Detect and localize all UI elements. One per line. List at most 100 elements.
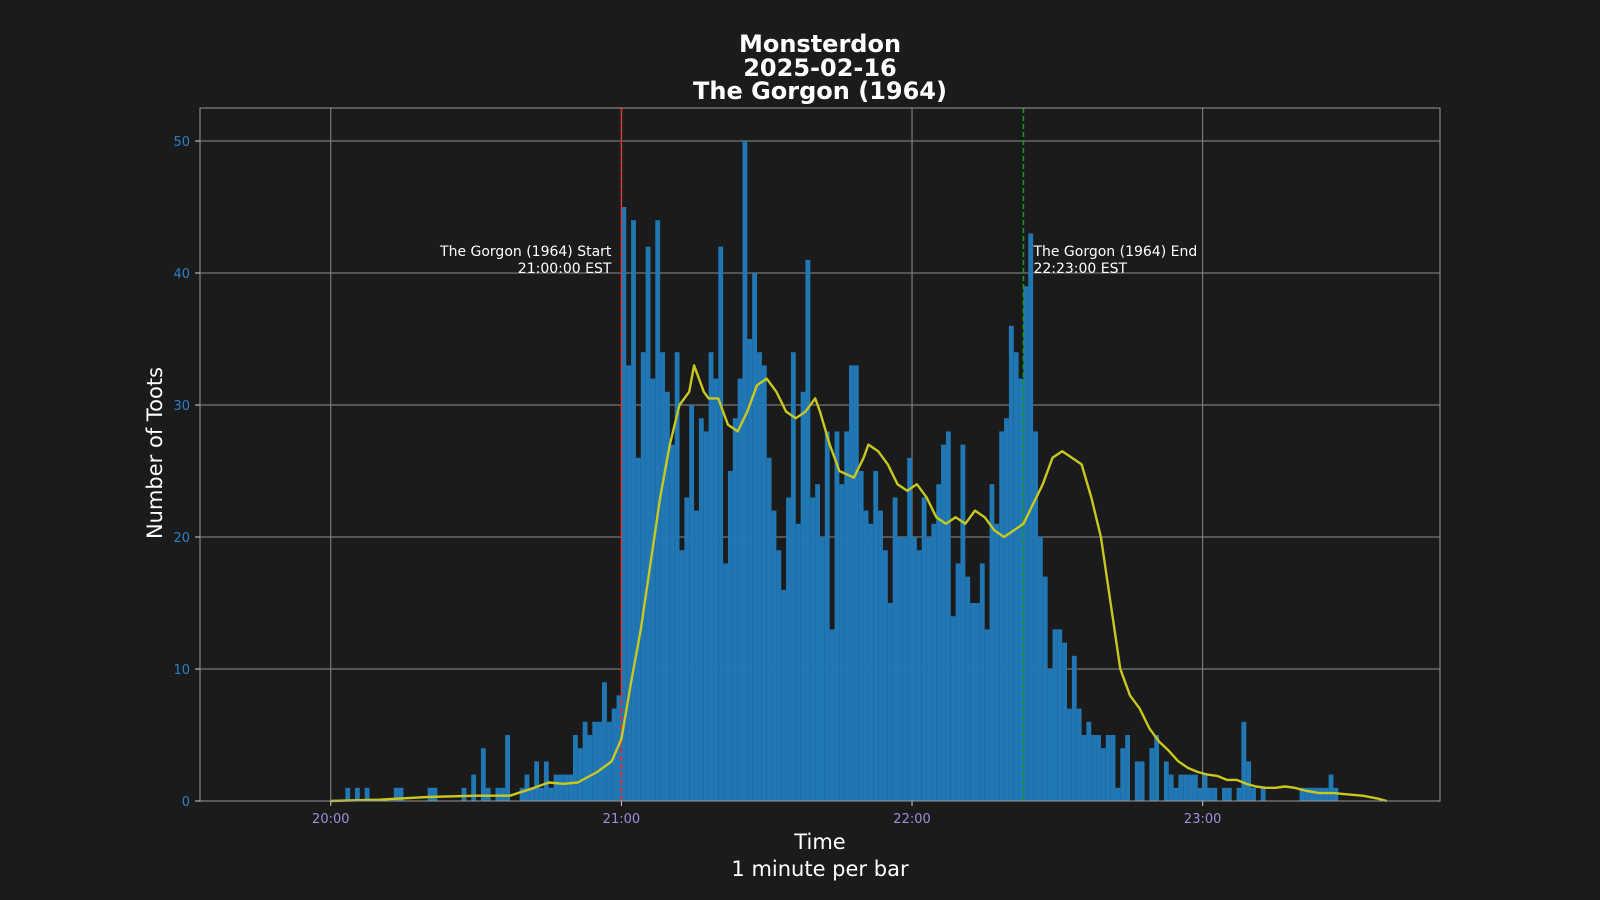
bar [698, 418, 704, 801]
bar [1212, 787, 1218, 801]
bar [1173, 787, 1179, 801]
bar [747, 339, 753, 801]
event-lines [620, 108, 1025, 801]
bar [345, 787, 351, 801]
bar [941, 444, 946, 801]
bar [965, 576, 971, 801]
x-axis-label-line-2: 1 minute per bar [731, 857, 909, 881]
bar [1081, 735, 1087, 801]
bar [1222, 787, 1227, 801]
bar [1328, 774, 1334, 801]
bar [824, 431, 830, 801]
bar [737, 378, 743, 801]
bar [984, 629, 990, 801]
bar [645, 246, 651, 802]
bar [650, 378, 656, 801]
bar [892, 497, 898, 801]
smoothed-line [330, 364, 1388, 803]
bar [587, 735, 593, 801]
bar [1241, 721, 1247, 801]
bar [752, 273, 758, 801]
bar [427, 787, 433, 801]
bar [592, 721, 598, 801]
bar [543, 761, 549, 801]
bar [1192, 774, 1198, 801]
bar [1100, 748, 1106, 801]
bar [669, 444, 675, 801]
bar [800, 391, 806, 801]
bar [805, 259, 811, 801]
bar [926, 537, 932, 801]
smoothed-series [330, 364, 1388, 803]
annotation-label: The Gorgon (1964) End [1032, 244, 1197, 260]
bar [1299, 787, 1305, 801]
bar [732, 418, 738, 801]
bar [1163, 761, 1169, 801]
bar [461, 787, 467, 801]
bar [1202, 774, 1208, 801]
bar [912, 537, 917, 801]
bar [950, 616, 956, 801]
y-tick-label: 30 [173, 399, 190, 414]
bar [897, 537, 903, 801]
bar [1028, 233, 1034, 801]
bar [1115, 787, 1121, 801]
y-tick-label: 50 [173, 135, 190, 150]
y-tick-label: 10 [173, 663, 190, 678]
bar [829, 629, 835, 801]
bar [979, 563, 985, 801]
bar [771, 510, 777, 801]
bar [1091, 735, 1097, 801]
bar [1042, 576, 1048, 801]
bar [989, 484, 995, 801]
annotation-label: 21:00:00 EST [518, 261, 612, 277]
bar [1018, 378, 1024, 801]
bar [548, 787, 554, 801]
bar [577, 748, 583, 801]
bar [568, 774, 573, 801]
bar [1251, 787, 1256, 801]
bar [1120, 748, 1126, 801]
bar [742, 141, 748, 801]
bar [1033, 431, 1038, 801]
bar [495, 787, 501, 801]
bar [1037, 537, 1043, 801]
x-tick-label: 22:00 [893, 812, 930, 827]
bar [1188, 774, 1193, 801]
bar [674, 352, 680, 801]
bar [1086, 721, 1092, 801]
bar [1008, 325, 1014, 801]
bar [776, 550, 782, 801]
bar [1057, 629, 1063, 801]
bar [863, 510, 869, 801]
bar [1052, 629, 1058, 801]
bar [945, 431, 951, 801]
bar [1105, 735, 1111, 801]
bar [616, 695, 622, 801]
bar [708, 352, 714, 801]
bar [766, 457, 772, 801]
bar [723, 563, 728, 801]
bar [921, 497, 927, 801]
x-tick-label: 20:00 [312, 812, 349, 827]
plot-frame [199, 107, 1441, 802]
bar [1149, 748, 1155, 801]
bar [689, 405, 695, 801]
bar [849, 365, 854, 801]
bar [1226, 787, 1232, 801]
bar [936, 484, 942, 801]
bar [679, 550, 685, 801]
bar [887, 603, 893, 801]
chart-title-line-3: The Gorgon (1964) [693, 77, 947, 105]
bar [1323, 787, 1329, 801]
bar [635, 457, 641, 801]
bar [853, 365, 859, 801]
bar [955, 563, 961, 801]
chart-title-line-1: Monsterdon [739, 30, 901, 58]
bar [519, 787, 525, 801]
bar [1260, 787, 1266, 801]
bar [1076, 708, 1082, 801]
bar [1125, 735, 1130, 801]
bar [703, 431, 709, 801]
